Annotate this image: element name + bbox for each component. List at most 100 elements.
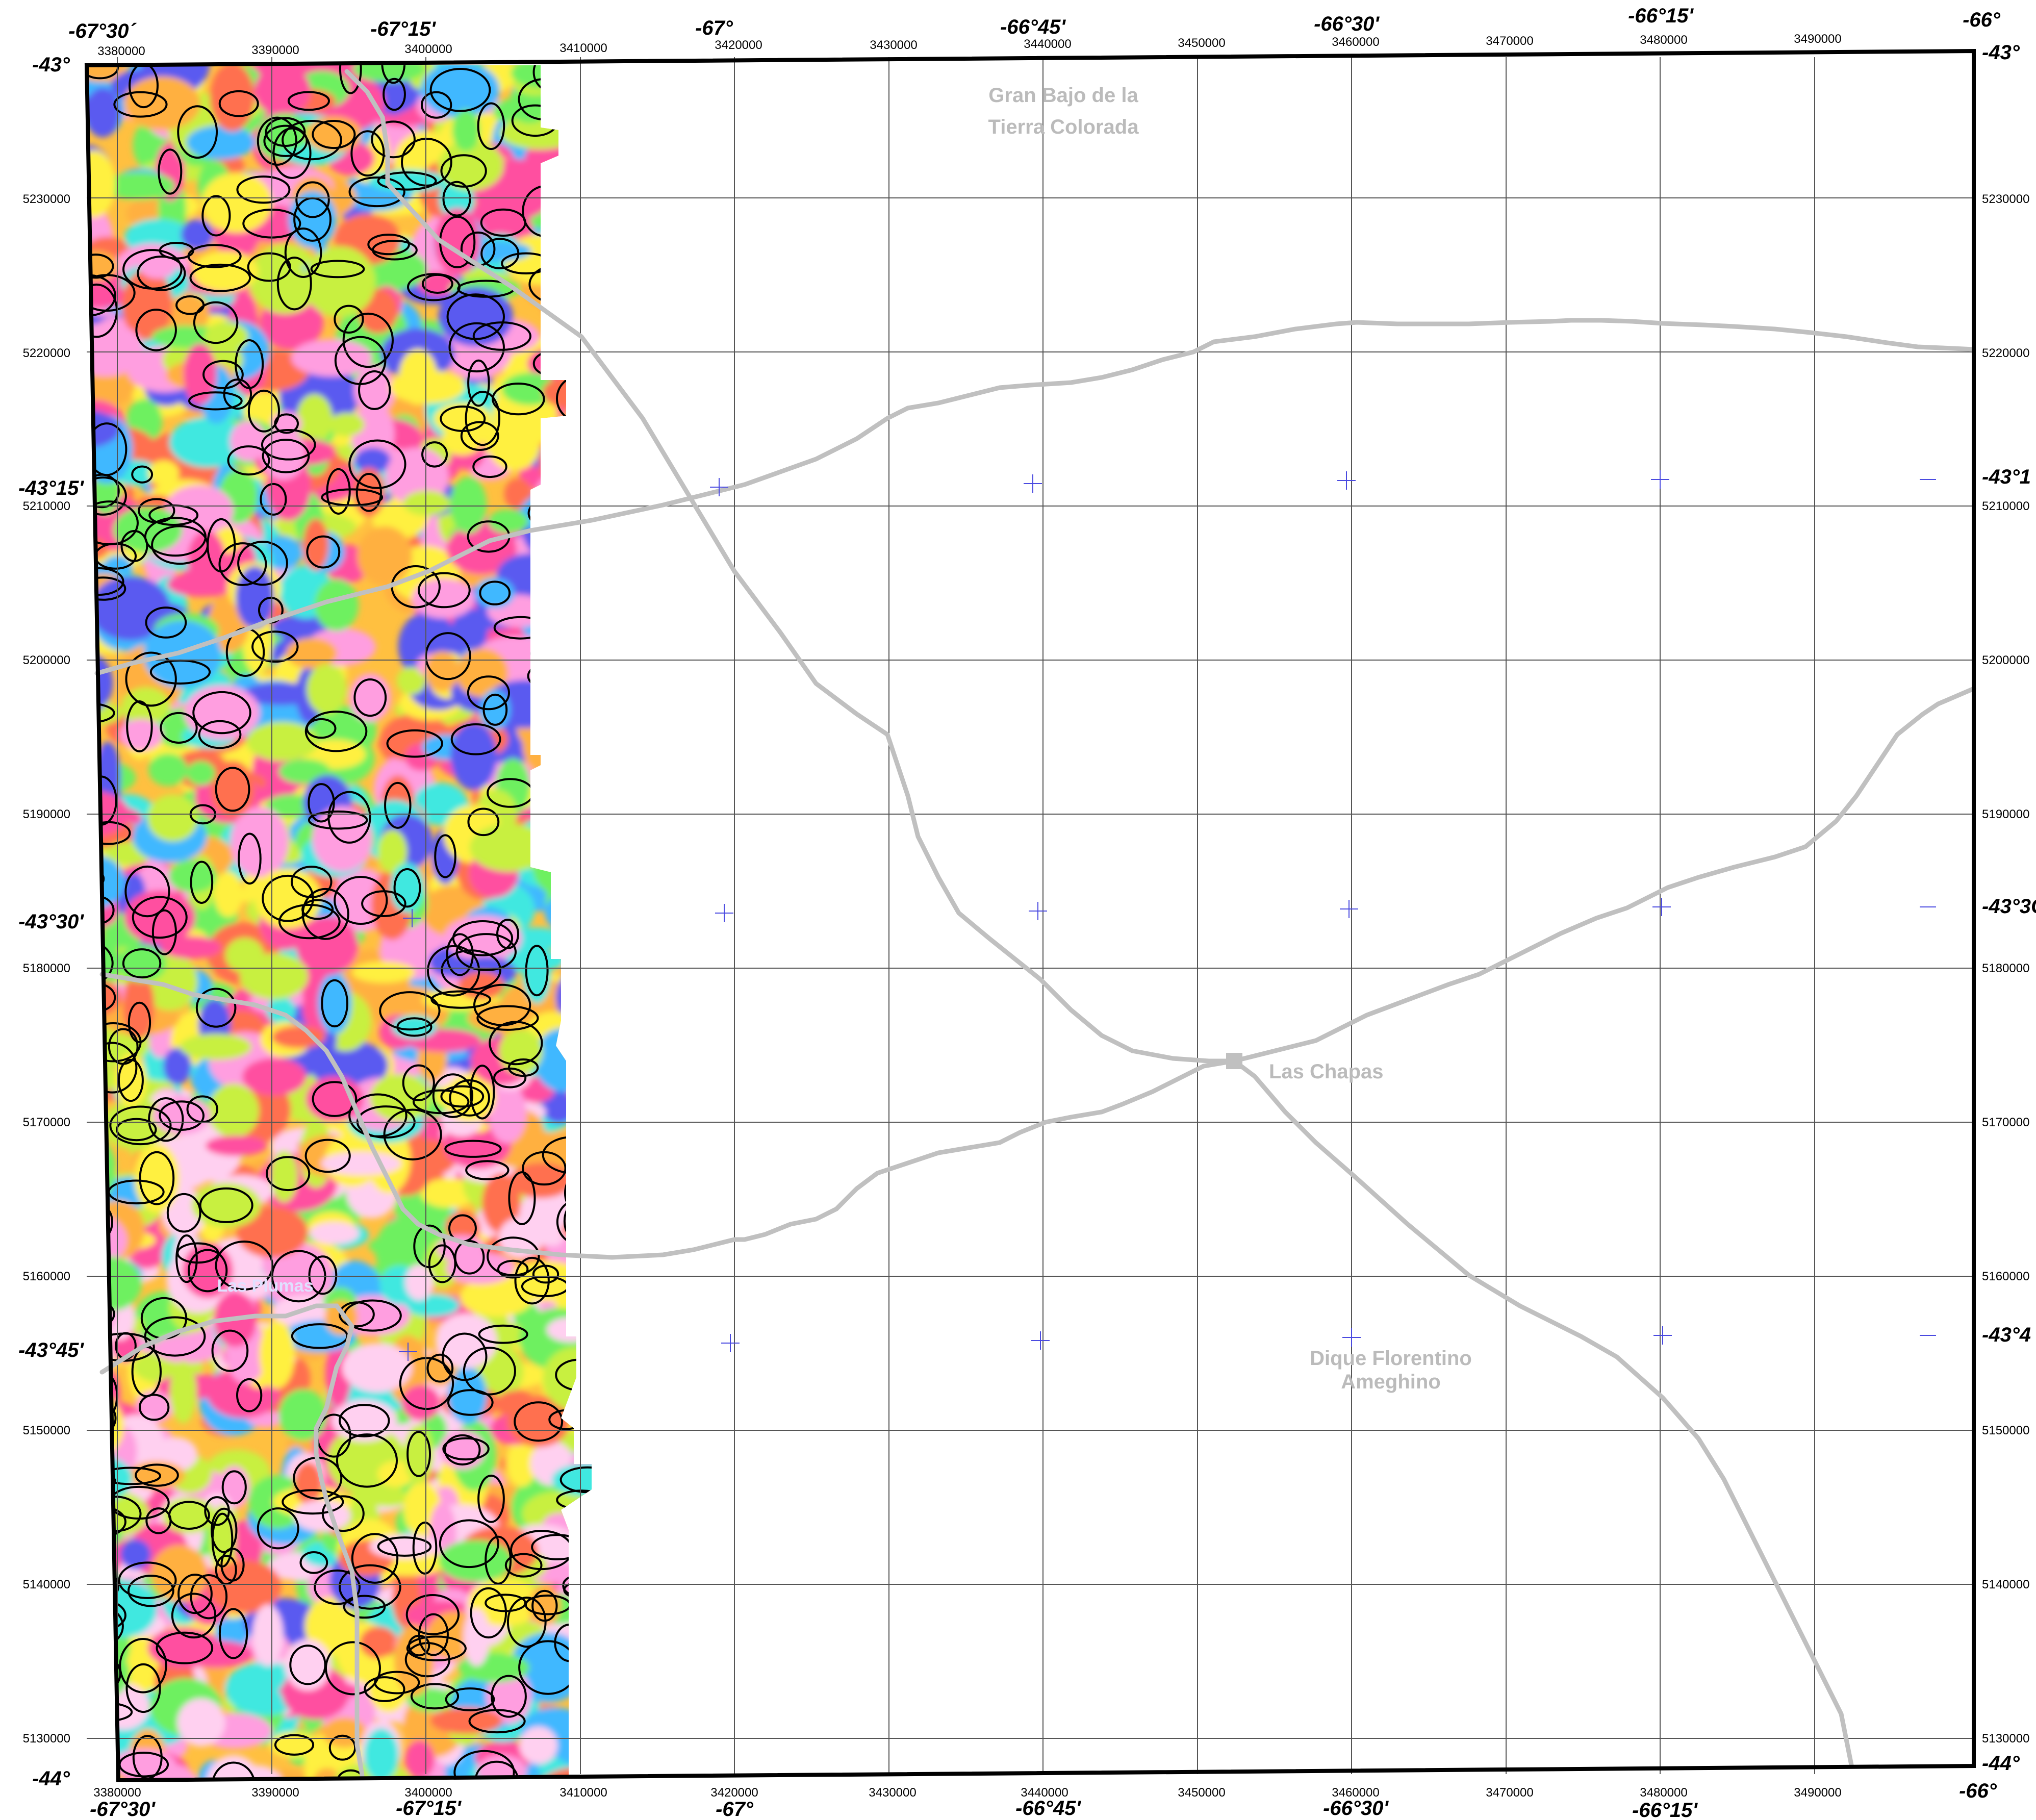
contour-line xyxy=(470,1587,507,1639)
contour-line xyxy=(257,116,297,166)
contour-line xyxy=(364,1676,405,1702)
contour-line xyxy=(211,1512,234,1568)
anomaly-blob xyxy=(148,753,188,787)
contour-line xyxy=(87,1022,142,1063)
contour-line xyxy=(308,1255,338,1295)
contour-line xyxy=(493,1067,527,1089)
anomaly-blob xyxy=(271,1026,325,1049)
road-north-branch xyxy=(344,69,390,186)
contour-line xyxy=(339,65,362,94)
roads xyxy=(94,69,1976,1778)
contour-line xyxy=(342,312,394,368)
anomaly-blob xyxy=(306,1076,364,1122)
contour-line xyxy=(177,1574,213,1614)
contour-line xyxy=(218,542,267,586)
contour-line xyxy=(189,263,251,292)
anomaly-blob xyxy=(254,868,322,929)
anomaly-blob xyxy=(349,673,391,722)
contour-line xyxy=(465,390,501,446)
anomaly-blob xyxy=(201,172,272,233)
utm-label-right: 5160000 xyxy=(1982,1270,2029,1283)
contour-line xyxy=(348,176,405,208)
contour-line xyxy=(442,1332,488,1381)
geo-label-left: -43°15' xyxy=(18,477,84,499)
contour-line xyxy=(532,1265,559,1284)
utm-label-left: 5210000 xyxy=(23,499,70,513)
anomaly-blob xyxy=(246,722,319,761)
anomaly-blob xyxy=(278,1389,327,1441)
anomaly-blob xyxy=(488,509,529,534)
contour-line xyxy=(218,90,259,117)
contour-line xyxy=(221,1470,247,1505)
anomaly-blob xyxy=(303,246,376,318)
contour-line xyxy=(192,691,251,735)
contour-line xyxy=(428,1244,456,1283)
contour-line xyxy=(377,1536,432,1557)
anomaly-blob xyxy=(377,829,408,874)
anomaly-blob xyxy=(405,1264,434,1300)
contour-line xyxy=(491,1675,527,1718)
anomaly-blob xyxy=(205,1755,262,1780)
plus-icon xyxy=(710,478,728,496)
utm-label-top: 3490000 xyxy=(1794,32,1841,46)
anomaly-blob xyxy=(87,409,120,449)
anomaly-blob xyxy=(284,1639,331,1691)
anomaly-blob xyxy=(364,1728,399,1780)
utm-label-right: 5150000 xyxy=(1982,1424,2029,1437)
geo-label-top: -66°30' xyxy=(1314,13,1380,35)
anomaly-blob xyxy=(543,1347,592,1411)
utm-label-right: 5180000 xyxy=(1982,962,2029,975)
contour-line xyxy=(426,945,480,997)
contour-line xyxy=(274,413,299,434)
contour-line xyxy=(87,567,124,596)
anomaly-blob xyxy=(439,1539,513,1582)
utm-label-right: 5190000 xyxy=(1982,807,2029,821)
anomaly-blob xyxy=(425,651,459,692)
place-gran-bajo-line2: Tierra Colorada xyxy=(988,116,1139,138)
plus-icon xyxy=(1652,898,1671,916)
anomaly-blob xyxy=(452,109,480,151)
contour-line xyxy=(412,1521,438,1575)
geo-label-bottom: -66°30' xyxy=(1323,1797,1389,1819)
contour-line xyxy=(367,234,410,256)
contour-line xyxy=(377,171,437,191)
square-icon xyxy=(1226,1053,1242,1069)
contour-line xyxy=(237,541,288,586)
contour-line xyxy=(87,476,127,516)
contour-line xyxy=(201,195,231,237)
contour-line xyxy=(193,301,239,344)
contour-line xyxy=(442,181,471,217)
contour-line xyxy=(236,175,291,204)
utm-label-right: 5130000 xyxy=(1982,1732,2029,1746)
anomaly-blob xyxy=(170,1360,197,1424)
contour-line xyxy=(135,1463,179,1487)
anomaly-blob xyxy=(328,413,365,437)
contour-line xyxy=(117,1058,144,1102)
geo-label-left: -43° xyxy=(32,54,70,76)
contour-line xyxy=(440,1085,485,1108)
contour-line xyxy=(326,468,351,515)
plus-icon xyxy=(1337,471,1356,490)
contour-line xyxy=(227,445,270,476)
plus-icon xyxy=(403,909,421,927)
anomaly-blob xyxy=(123,972,155,1040)
anomaly-blob xyxy=(436,1313,497,1369)
contour-line xyxy=(405,1594,460,1635)
anomaly-blob xyxy=(259,1320,295,1389)
utm-label-left: 5140000 xyxy=(23,1578,70,1591)
anomaly-blob xyxy=(168,860,217,893)
contour-line xyxy=(448,322,505,373)
geo-label-bottom: -66°45' xyxy=(1015,1797,1081,1819)
contour-line xyxy=(336,1433,398,1488)
contour-line xyxy=(348,439,406,489)
anomaly-blob xyxy=(254,65,311,116)
utm-label-top: 3420000 xyxy=(715,38,762,52)
contour-line xyxy=(482,693,508,726)
contour-line xyxy=(144,517,207,557)
contour-line xyxy=(235,339,264,389)
anomaly-blob xyxy=(169,417,247,468)
anomaly-blob xyxy=(225,938,264,973)
utm-label-left: 5160000 xyxy=(23,1270,70,1283)
utm-label-bottom: 3490000 xyxy=(1794,1786,1841,1800)
geo-label-left: -44° xyxy=(32,1767,70,1790)
